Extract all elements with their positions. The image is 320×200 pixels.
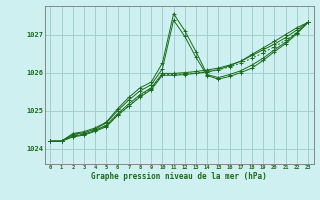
X-axis label: Graphe pression niveau de la mer (hPa): Graphe pression niveau de la mer (hPa) (91, 172, 267, 181)
